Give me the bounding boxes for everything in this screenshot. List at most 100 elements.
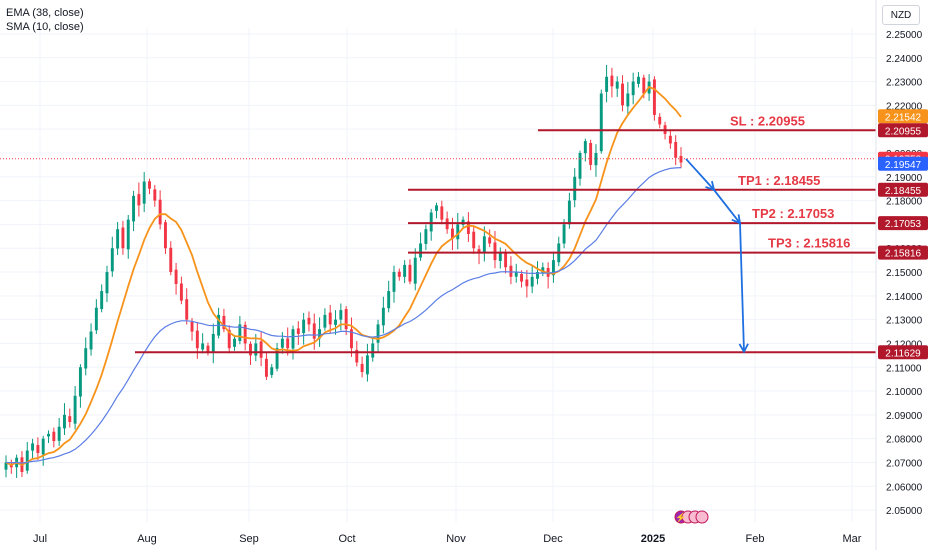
candle-body[interactable] xyxy=(615,81,619,89)
candle-body[interactable] xyxy=(403,264,407,277)
candle-body[interactable] xyxy=(57,426,61,441)
candle-body[interactable] xyxy=(413,257,417,284)
candle-body[interactable] xyxy=(429,212,433,232)
projection-arrow[interactable] xyxy=(685,158,745,352)
candle-body[interactable] xyxy=(668,135,672,144)
candle-body[interactable] xyxy=(631,81,635,96)
candle-body[interactable] xyxy=(530,276,534,287)
candle-body[interactable] xyxy=(126,219,130,250)
candle-body[interactable] xyxy=(275,348,279,369)
candle-body[interactable] xyxy=(599,93,603,152)
candle-body[interactable] xyxy=(450,228,454,239)
price-badge[interactable] xyxy=(878,216,928,231)
candle-body[interactable] xyxy=(137,194,141,206)
candle-body[interactable] xyxy=(498,252,502,261)
candle-body[interactable] xyxy=(424,229,428,244)
candle-body[interactable] xyxy=(270,367,274,375)
candle-body[interactable] xyxy=(31,443,35,451)
candle-body[interactable] xyxy=(642,77,646,94)
candle-body[interactable] xyxy=(206,345,210,353)
candle-body[interactable] xyxy=(392,272,396,292)
candle-body[interactable] xyxy=(493,242,497,261)
candle-body[interactable] xyxy=(222,315,226,330)
candle-body[interactable] xyxy=(318,329,322,339)
candle-body[interactable] xyxy=(541,267,545,274)
candle-body[interactable] xyxy=(254,343,258,356)
candle-body[interactable] xyxy=(466,221,470,234)
candle-body[interactable] xyxy=(440,206,444,220)
candle-body[interactable] xyxy=(211,333,215,353)
candle-body[interactable] xyxy=(504,252,508,268)
candle-body[interactable] xyxy=(41,438,45,455)
candle-body[interactable] xyxy=(419,243,423,258)
candle-body[interactable] xyxy=(163,222,167,249)
candle-body[interactable] xyxy=(360,363,364,373)
candle-body[interactable] xyxy=(68,416,72,423)
candle-body[interactable] xyxy=(105,272,109,294)
candle-body[interactable] xyxy=(84,348,88,369)
candle-body[interactable] xyxy=(567,200,571,225)
candle-body[interactable] xyxy=(621,83,624,106)
candle-body[interactable] xyxy=(578,152,582,179)
candle-body[interactable] xyxy=(307,317,311,325)
candle-body[interactable] xyxy=(509,265,513,277)
legend-ema[interactable]: EMA (38, close) xyxy=(6,7,84,19)
candle-body[interactable] xyxy=(195,330,199,349)
candle-body[interactable] xyxy=(4,462,8,470)
legend-sma[interactable]: SMA (10, close) xyxy=(6,21,84,33)
candle-body[interactable] xyxy=(488,237,492,244)
candle-body[interactable] xyxy=(249,343,252,356)
candle-body[interactable] xyxy=(158,199,162,225)
candle-body[interactable] xyxy=(78,367,82,397)
candle-body[interactable] xyxy=(227,329,231,349)
price-badge[interactable] xyxy=(878,182,928,197)
candle-body[interactable] xyxy=(652,79,656,115)
candle-body[interactable] xyxy=(365,355,369,375)
candle-body[interactable] xyxy=(334,319,337,325)
candle-body[interactable] xyxy=(525,279,529,287)
candle-body[interactable] xyxy=(153,189,157,201)
candle-body[interactable] xyxy=(339,310,343,320)
candle-body[interactable] xyxy=(296,328,300,334)
candle-body[interactable] xyxy=(110,248,114,272)
candle-body[interactable] xyxy=(73,395,77,424)
candle-body[interactable] xyxy=(100,291,104,310)
candle-body[interactable] xyxy=(291,329,295,349)
candle-body[interactable] xyxy=(243,324,247,344)
candle-body[interactable] xyxy=(286,338,290,349)
candle-body[interactable] xyxy=(312,323,316,339)
candle-body[interactable] xyxy=(674,141,678,158)
candle-body[interactable] xyxy=(116,229,120,249)
candle-body[interactable] xyxy=(47,433,50,437)
candle-body[interactable] xyxy=(328,312,332,325)
candle-body[interactable] xyxy=(626,93,630,107)
candle-body[interactable] xyxy=(536,272,539,279)
price-badge[interactable] xyxy=(878,156,928,171)
currency-button[interactable]: NZD xyxy=(882,5,920,25)
candle-body[interactable] xyxy=(52,431,56,442)
candle-body[interactable] xyxy=(63,414,66,429)
candle-body[interactable] xyxy=(573,176,577,201)
candle-body[interactable] xyxy=(94,307,98,331)
candle-body[interactable] xyxy=(302,319,306,334)
candle-body[interactable] xyxy=(344,309,348,330)
candle-body[interactable] xyxy=(637,76,640,84)
candle-body[interactable] xyxy=(36,445,40,453)
candle-body[interactable] xyxy=(387,291,391,309)
candle-body[interactable] xyxy=(355,349,359,363)
candle-body[interactable] xyxy=(610,75,614,87)
candle-body[interactable] xyxy=(323,314,327,328)
candle-body[interactable] xyxy=(583,141,587,154)
candle-body[interactable] xyxy=(472,231,476,249)
candle-body[interactable] xyxy=(201,343,205,350)
candle-body[interactable] xyxy=(397,271,401,277)
candle-body[interactable] xyxy=(121,227,125,249)
candle-body[interactable] xyxy=(520,273,524,282)
event-icon[interactable] xyxy=(695,510,709,524)
candle-body[interactable] xyxy=(179,283,183,301)
candle-body[interactable] xyxy=(280,338,284,348)
candle-body[interactable] xyxy=(482,236,486,253)
candle-body[interactable] xyxy=(185,299,189,320)
price-badge[interactable] xyxy=(878,109,928,124)
candle-body[interactable] xyxy=(435,205,438,211)
